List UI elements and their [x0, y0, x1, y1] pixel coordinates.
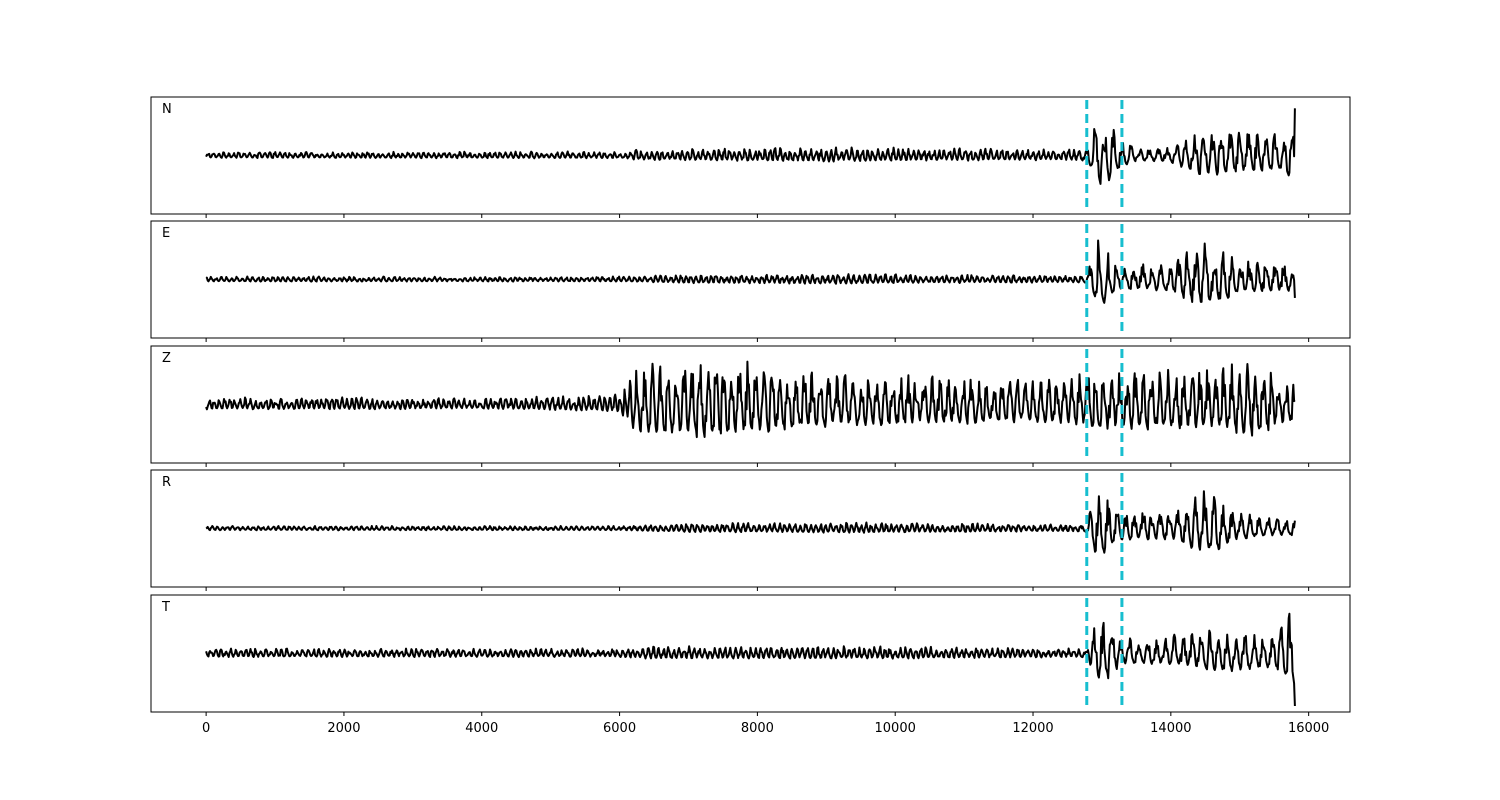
- panels: N E Z R T: [150, 96, 1351, 716]
- panel-frame: [150, 220, 1351, 339]
- waveform-t: [205, 612, 1296, 707]
- x-tick-label: 0: [202, 721, 210, 736]
- panel-label-z: Z: [162, 351, 171, 366]
- x-tick-label: 14000: [1150, 721, 1191, 736]
- x-tick-label: 10000: [875, 721, 916, 736]
- trace-panel-z: Z: [150, 345, 1351, 467]
- x-tick-label: 16000: [1288, 721, 1329, 736]
- trace-panel-e: E: [150, 220, 1351, 342]
- panel-frame: [150, 469, 1351, 588]
- trace-panel-r: R: [150, 469, 1351, 591]
- x-tick-label: 12000: [1012, 721, 1053, 736]
- panel-label-n: N: [162, 102, 172, 117]
- trace-panel-t: T: [150, 594, 1351, 716]
- x-tick-label: 2000: [327, 721, 360, 736]
- panel-frame: [150, 594, 1351, 713]
- x-tick-label: 6000: [603, 721, 636, 736]
- panel-label-t: T: [161, 600, 170, 615]
- waveform-r: [205, 490, 1296, 554]
- x-tick-label: 4000: [465, 721, 498, 736]
- trace-panel-n: N: [150, 96, 1351, 218]
- panel-label-e: E: [162, 226, 170, 241]
- panel-frame: [150, 345, 1351, 464]
- panel-frame: [150, 96, 1351, 215]
- waveform-z: [205, 360, 1296, 439]
- x-tick-label: 8000: [741, 721, 774, 736]
- waveform-n: [205, 108, 1296, 185]
- waveform-e: [205, 239, 1296, 304]
- panel-label-r: R: [162, 475, 171, 490]
- x-axis: 0 2000 4000 6000 8000 10000 12000 14000 16000: [202, 721, 1329, 736]
